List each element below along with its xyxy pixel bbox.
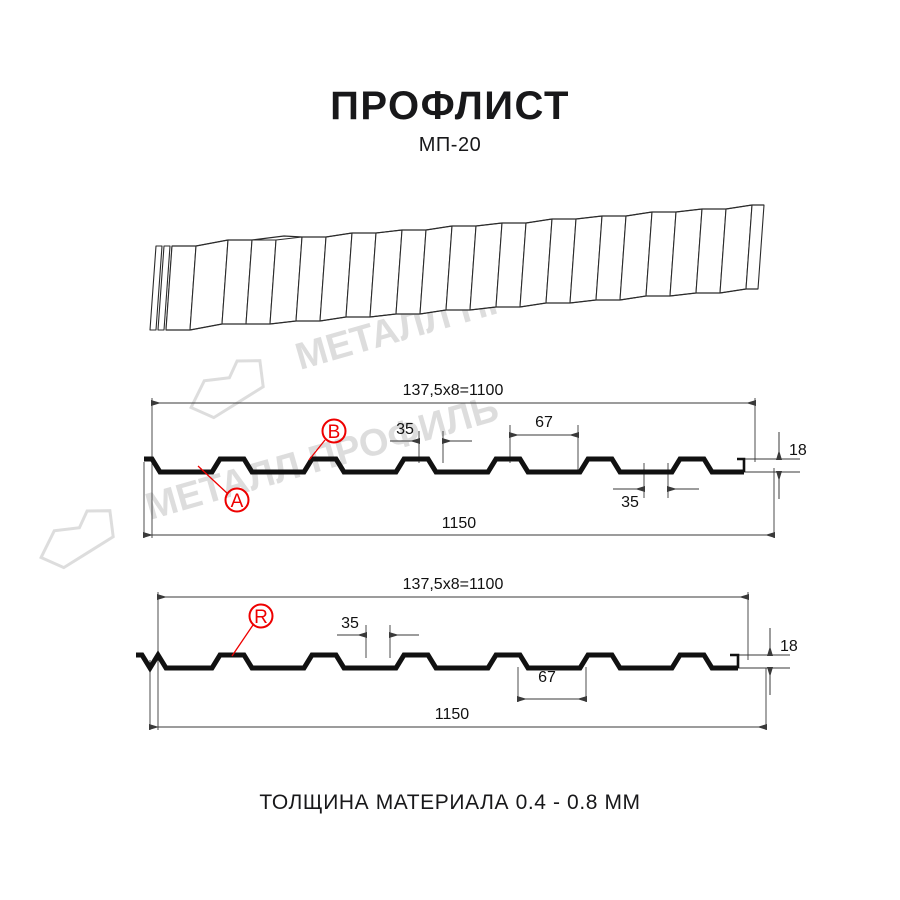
dimension-crest-width-label: 35 [396,421,414,438]
dimension-valley-width-label: 67 [535,414,553,431]
dimension-overall-top: 137,5x8=1100 [151,382,756,406]
section-reverse-side: 137,5x8=1100 1150 35 67 18 [136,576,798,730]
dimension-valley-width: 67 [517,669,587,702]
dimension-height: 18 [776,432,807,499]
profile-outline [136,650,738,673]
profile-right-edge [730,653,740,668]
dimension-height: 18 [767,628,798,695]
page-subtitle: МП-20 [418,134,482,156]
page-title: ПРОФЛИСТ [330,84,570,128]
marker-r-label: R [254,607,268,628]
dimension-crest-width: 35 [390,421,472,444]
dimension-overall-top: 137,5x8=1100 [157,576,749,600]
marker-r: R [231,603,274,657]
profile-3d-view [149,204,765,331]
section-working-side: 137,5x8=1100 1150 35 67 35 [143,382,807,538]
marker-a: A [197,465,250,513]
marker-a-label: A [231,491,244,512]
material-thickness-caption: ТОЛЩИНА МАТЕРИАЛА 0.4 - 0.8 ММ [259,791,641,814]
dimension-valley-width: 67 [509,414,579,438]
dimension-height-label: 18 [780,638,798,655]
dimension-crest-width-lower-label: 35 [621,494,639,511]
dimension-crest-width-label: 35 [341,615,359,632]
dimension-overall-top-label: 137,5x8=1100 [403,382,504,399]
dimension-valley-width-label: 67 [538,669,556,686]
dimension-crest-width-lower: 35 [613,486,699,511]
dimension-overall-bottom-label: 1150 [442,515,477,532]
dimension-overall-bottom: 1150 [149,706,767,730]
dimension-crest-width: 35 [337,615,419,638]
profile-right-edge [737,457,746,472]
watermark-logo-icon [189,359,265,420]
dimension-overall-bottom: 1150 [143,515,775,538]
dimension-overall-top-label: 137,5x8=1100 [403,576,504,593]
dimension-overall-bottom-label: 1150 [435,706,470,723]
marker-b-label: B [328,422,341,443]
marker-b: B [308,418,347,461]
watermark-logo-icon [39,509,115,570]
dimension-height-label: 18 [789,442,807,459]
profile-outline [144,456,744,475]
